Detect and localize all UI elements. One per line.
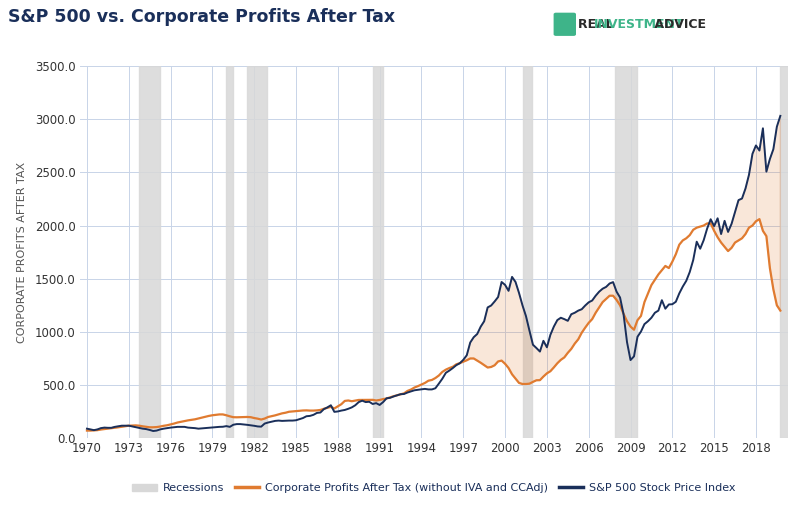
Bar [615,66,638,438]
Bar [373,66,383,438]
Bar [247,66,266,438]
Bar [780,66,790,438]
Text: ADVICE: ADVICE [650,18,706,32]
Text: S&P 500 vs. Corporate Profits After Tax: S&P 500 vs. Corporate Profits After Tax [8,8,395,26]
Bar [522,66,531,438]
Text: REAL: REAL [578,18,618,32]
Bar [139,66,160,438]
Bar [226,66,234,438]
Y-axis label: CORPORATE PROFITS AFTER TAX: CORPORATE PROFITS AFTER TAX [17,162,26,343]
Legend: Recessions, Corporate Profits After Tax (without IVA and CCAdj), S&P 500 Stock P: Recessions, Corporate Profits After Tax … [128,479,740,498]
Text: INVESTMENT: INVESTMENT [594,18,684,32]
